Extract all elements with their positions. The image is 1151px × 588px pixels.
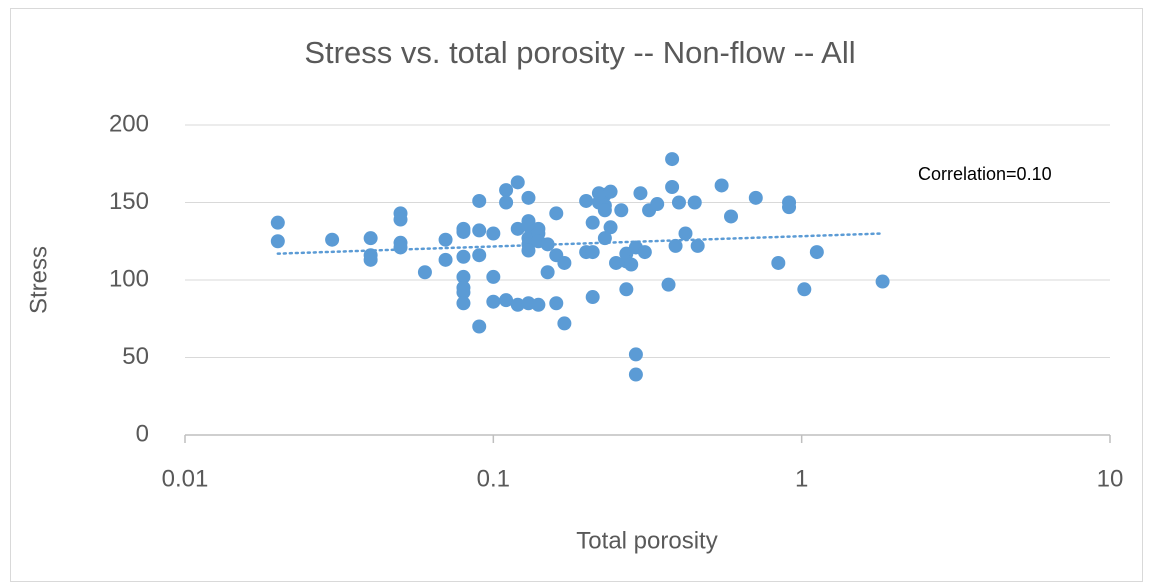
y-tick-label: 100 (109, 265, 149, 292)
data-point (771, 255, 786, 270)
data-point (678, 226, 693, 241)
data-point (661, 277, 676, 292)
data-point (270, 234, 285, 249)
data-point (557, 316, 572, 331)
data-point (363, 252, 378, 267)
y-tick-label: 150 (109, 188, 149, 215)
data-point (585, 290, 600, 305)
data-point (499, 195, 514, 210)
data-point (325, 232, 340, 247)
data-point (456, 269, 471, 284)
x-tick-label: 1 (795, 465, 808, 492)
data-point (585, 215, 600, 230)
data-point (690, 238, 705, 253)
data-point (438, 252, 453, 267)
data-point (597, 203, 612, 218)
data-point (456, 296, 471, 311)
data-point (393, 212, 408, 227)
y-axis-title: Stress (25, 246, 52, 314)
data-point (472, 193, 487, 208)
data-point (438, 232, 453, 247)
data-point (456, 224, 471, 239)
chart-title: Stress vs. total porosity -- Non-flow --… (304, 35, 855, 70)
data-point (619, 282, 634, 297)
x-tick-label: 0.01 (162, 465, 209, 492)
data-point (499, 293, 514, 308)
data-point (549, 206, 564, 221)
y-tick-label: 200 (109, 110, 149, 137)
data-point (456, 285, 471, 300)
data-point (637, 245, 652, 260)
data-point (472, 248, 487, 263)
data-point (628, 367, 643, 382)
data-point (510, 175, 525, 190)
data-point (782, 200, 797, 215)
data-point (472, 223, 487, 238)
data-point (609, 255, 624, 270)
data-point (748, 190, 763, 205)
data-point (633, 186, 648, 201)
data-point (456, 249, 471, 264)
data-point (363, 231, 378, 246)
data-point (521, 190, 536, 205)
data-point (714, 178, 729, 193)
data-point (603, 220, 618, 235)
data-point (665, 180, 680, 194)
data-point (486, 269, 501, 284)
data-point (540, 237, 555, 252)
data-point (665, 152, 680, 167)
data-point (668, 238, 683, 253)
trendline (276, 232, 884, 255)
x-tick-label: 0.1 (477, 465, 510, 492)
data-point (540, 265, 555, 280)
data-point (486, 226, 501, 241)
data-point (671, 195, 686, 210)
data-point (270, 215, 285, 230)
data-point (499, 183, 514, 198)
data-point (809, 245, 824, 260)
data-point (557, 255, 572, 270)
data-point (875, 274, 890, 289)
data-point (614, 203, 629, 218)
data-point (687, 195, 702, 210)
data-point (579, 193, 594, 208)
data-point (603, 184, 618, 199)
x-axis-title: Total porosity (576, 527, 717, 554)
x-tick-label: 10 (1097, 465, 1124, 492)
data-point (486, 294, 501, 309)
y-tick-label: 50 (122, 343, 149, 370)
data-point (650, 197, 665, 212)
data-point (393, 240, 408, 255)
data-point (510, 297, 525, 312)
data-point (597, 231, 612, 246)
data-point (624, 257, 639, 272)
chart-border (10, 8, 1143, 582)
data-point (510, 221, 525, 236)
data-point (521, 243, 536, 258)
data-point (417, 265, 432, 280)
annotation: Correlation=0.10 (918, 164, 1052, 184)
data-point (531, 297, 546, 312)
data-point (724, 209, 739, 224)
data-point (472, 319, 487, 334)
y-tick-label: 0 (136, 420, 149, 447)
data-point (585, 245, 600, 260)
data-point (628, 347, 643, 362)
data-point (549, 296, 564, 311)
data-point (797, 282, 812, 297)
